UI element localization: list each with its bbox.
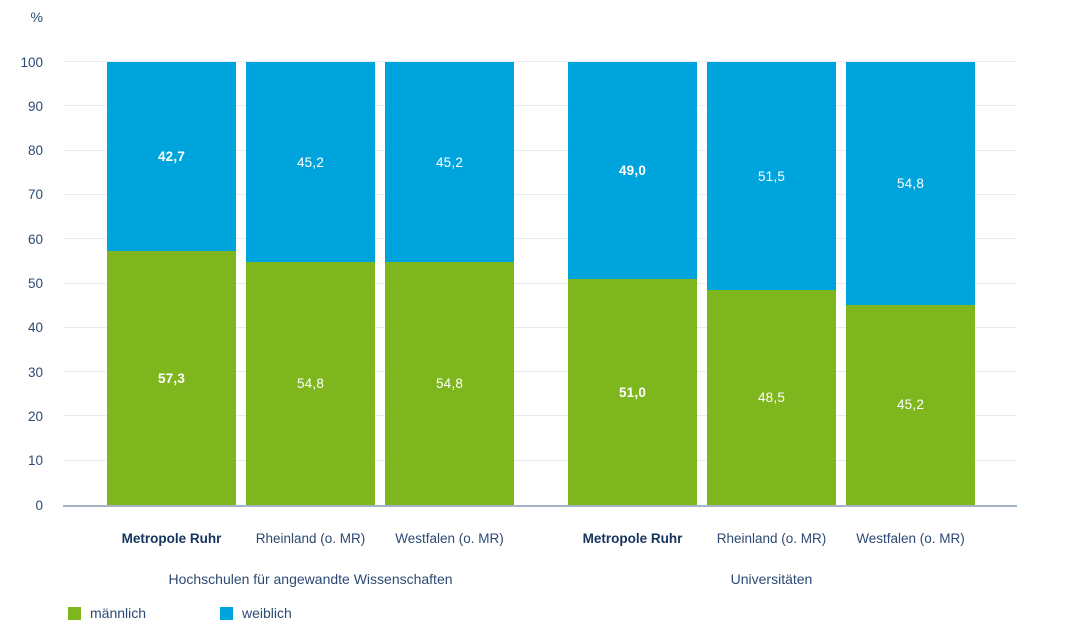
y-axis-unit-label: % (30, 9, 43, 25)
legend-item-weiblich: weiblich (220, 605, 292, 621)
category-label-rheinland-o-mr: Rheinland (o. MR) (255, 531, 366, 546)
bar-hochschulen-f-r-angewandte-wissenschaften-metropole-ruhr: 42,7 57,3 (107, 62, 236, 505)
gridline-60 (63, 238, 1017, 240)
group-labels-row: Hochschulen für angewandte Wissenschafte… (63, 571, 1017, 587)
segment-maennlich-metropole-ruhr: 57,3 (107, 251, 236, 505)
y-axis-tick-80: 80 (27, 142, 43, 158)
y-axis-tick-30: 30 (27, 364, 43, 380)
gridlines (63, 61, 1017, 505)
bar-group-2: 49,0 51,0 51,5 48,5 54,8 45,2 (568, 62, 975, 505)
gridline-50 (63, 282, 1017, 284)
legend-swatch-m-nnlich (68, 606, 81, 620)
legend-label-weiblich: weiblich (242, 605, 292, 621)
value-label-weiblich: 45,2 (296, 154, 325, 170)
y-axis-tick-labels: 0 10 20 30 40 50 60 70 80 90 100 (0, 55, 43, 511)
gridline-10 (63, 459, 1017, 461)
legend: männlich weiblich (68, 605, 292, 621)
category-label-westfalen-o-mr: Westfalen (o. MR) (395, 531, 504, 546)
group-label-hochschulen-f-r-angewandte-wissenschaften: Hochschulen für angewandte Wissenschafte… (168, 571, 453, 587)
group-label-universit-ten: Universitäten (730, 571, 813, 587)
gridline-100 (63, 61, 1017, 62)
value-label-maennlich: 48,5 (757, 390, 786, 406)
bar-hochschulen-f-r-angewandte-wissenschaften-westfalen-o-mr: 45,2 54,8 (385, 62, 514, 505)
value-label-maennlich: 57,3 (157, 370, 186, 386)
segment-maennlich-rheinland-o-mr: 54,8 (246, 262, 375, 505)
bar-universit-ten-rheinland-o-mr: 51,5 48,5 (707, 62, 836, 505)
x-axis-baseline (63, 505, 1017, 507)
value-label-maennlich: 54,8 (435, 376, 464, 392)
value-label-weiblich: 42,7 (157, 149, 186, 165)
value-label-weiblich: 49,0 (618, 163, 647, 179)
y-axis-tick-60: 60 (27, 231, 43, 247)
bar-group-1: 42,7 57,3 45,2 54,8 45,2 54,8 (107, 62, 514, 505)
category-group-2: Metropole Ruhr Rheinland (o. MR) Westfalen… (568, 531, 975, 546)
value-label-maennlich: 45,2 (896, 397, 925, 413)
value-label-weiblich: 54,8 (896, 175, 925, 191)
category-group-1: Metropole Ruhr Rheinland (o. MR) Westfalen… (107, 531, 514, 546)
category-labels-row: Metropole Ruhr Rheinland (o. MR) Westfalen… (63, 531, 1017, 546)
bars-container: 42,7 57,3 45,2 54,8 45,2 54,8 49,0 51,0 51,5 48,5… (63, 62, 1017, 505)
value-label-maennlich: 51,0 (618, 384, 647, 400)
gridline-40 (63, 326, 1017, 328)
value-label-weiblich: 51,5 (757, 168, 786, 184)
gridline-90 (63, 105, 1017, 107)
category-label-westfalen-o-mr: Westfalen (o. MR) (856, 531, 965, 546)
gridline-80 (63, 149, 1017, 151)
y-axis-tick-90: 90 (27, 98, 43, 114)
legend-item-m-nnlich: männlich (68, 605, 220, 621)
bar-universit-ten-metropole-ruhr: 49,0 51,0 (568, 62, 697, 505)
segment-maennlich-metropole-ruhr: 51,0 (568, 279, 697, 505)
bar-hochschulen-f-r-angewandte-wissenschaften-rheinland-o-mr: 45,2 54,8 (246, 62, 375, 505)
value-label-maennlich: 54,8 (296, 376, 325, 392)
gridline-30 (63, 371, 1017, 373)
y-axis-tick-100: 100 (20, 54, 43, 70)
segment-weiblich-rheinland-o-mr: 45,2 (246, 62, 375, 263)
legend-label-m-nnlich: männlich (90, 605, 147, 621)
segment-weiblich-westfalen-o-mr: 45,2 (385, 62, 514, 263)
segment-weiblich-metropole-ruhr: 49,0 (568, 62, 697, 280)
value-label-weiblich: 45,2 (435, 154, 464, 170)
plot-area: 42,7 57,3 45,2 54,8 45,2 54,8 49,0 51,0 51,5 48,5… (63, 61, 1017, 505)
segment-weiblich-rheinland-o-mr: 51,5 (707, 62, 836, 291)
segment-weiblich-metropole-ruhr: 42,7 (107, 62, 236, 252)
y-axis-tick-40: 40 (27, 320, 43, 336)
bar-universit-ten-westfalen-o-mr: 54,8 45,2 (846, 62, 975, 505)
category-label-rheinland-o-mr: Rheinland (o. MR) (716, 531, 827, 546)
y-axis-tick-20: 20 (27, 408, 43, 424)
gridline-20 (63, 415, 1017, 417)
segment-maennlich-rheinland-o-mr: 48,5 (707, 290, 836, 505)
y-axis-tick-0: 0 (35, 497, 43, 513)
segment-weiblich-westfalen-o-mr: 54,8 (846, 62, 975, 305)
y-axis-tick-50: 50 (27, 275, 43, 291)
category-label-metropole-ruhr: Metropole Ruhr (121, 531, 222, 546)
segment-maennlich-westfalen-o-mr: 45,2 (846, 304, 975, 505)
gridline-70 (63, 193, 1017, 195)
category-label-metropole-ruhr: Metropole Ruhr (582, 531, 683, 546)
legend-swatch-weiblich (220, 606, 233, 620)
y-axis-tick-10: 10 (27, 452, 43, 468)
segment-maennlich-westfalen-o-mr: 54,8 (385, 262, 514, 505)
y-axis-tick-70: 70 (27, 187, 43, 203)
